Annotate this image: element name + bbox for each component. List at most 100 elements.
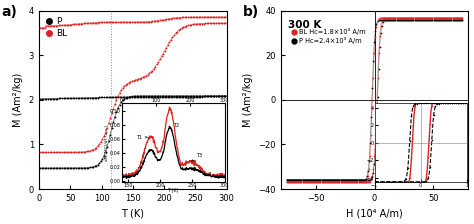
Point bbox=[165, 17, 173, 21]
Point bbox=[146, 94, 153, 98]
Point bbox=[384, 16, 392, 20]
Point bbox=[141, 94, 148, 98]
Point bbox=[350, 178, 358, 181]
Point bbox=[306, 178, 314, 181]
Point bbox=[456, 18, 464, 22]
Text: b): b) bbox=[243, 5, 259, 19]
Point bbox=[390, 18, 397, 22]
Point bbox=[293, 180, 301, 184]
Point bbox=[169, 94, 176, 98]
Point bbox=[311, 180, 319, 184]
Point bbox=[201, 22, 209, 25]
Point bbox=[338, 178, 346, 181]
Point bbox=[284, 180, 292, 184]
Point bbox=[421, 16, 429, 20]
Point bbox=[385, 18, 393, 22]
Point bbox=[220, 15, 228, 19]
Point bbox=[55, 166, 63, 170]
Point bbox=[97, 160, 105, 163]
Point bbox=[175, 94, 182, 98]
Point bbox=[327, 180, 335, 184]
Point bbox=[347, 178, 355, 181]
Point bbox=[303, 178, 310, 181]
X-axis label: T (K): T (K) bbox=[121, 209, 144, 218]
Point bbox=[148, 20, 156, 23]
Point bbox=[304, 180, 311, 184]
Point bbox=[96, 162, 103, 165]
Point bbox=[221, 94, 229, 98]
Point bbox=[176, 94, 184, 98]
Point bbox=[336, 180, 343, 184]
Point bbox=[394, 18, 401, 22]
Point bbox=[55, 24, 63, 27]
Point bbox=[375, 51, 383, 55]
Point bbox=[181, 95, 189, 98]
Point bbox=[306, 178, 314, 181]
Point bbox=[329, 180, 337, 184]
Point bbox=[441, 18, 449, 22]
Point bbox=[455, 18, 463, 22]
Point bbox=[421, 18, 429, 22]
Point bbox=[444, 16, 451, 20]
Point bbox=[315, 180, 322, 184]
Point bbox=[164, 94, 172, 98]
Point bbox=[391, 16, 398, 20]
Point bbox=[191, 95, 198, 98]
Point bbox=[161, 49, 168, 52]
Point bbox=[439, 16, 447, 20]
Point bbox=[342, 180, 350, 184]
Point bbox=[381, 16, 389, 20]
Point bbox=[346, 178, 354, 181]
Point bbox=[428, 18, 435, 22]
Point bbox=[399, 16, 407, 20]
Point bbox=[416, 16, 424, 20]
Point bbox=[50, 166, 58, 170]
Point bbox=[442, 18, 450, 22]
Point bbox=[156, 19, 164, 22]
Point bbox=[367, 178, 375, 181]
Point bbox=[285, 178, 292, 181]
Point bbox=[144, 95, 151, 99]
Point bbox=[91, 21, 99, 24]
Legend: BL Hc=1.8×10³ A/m, P Hc=2.4×10³ A/m: BL Hc=1.8×10³ A/m, P Hc=2.4×10³ A/m bbox=[290, 27, 367, 45]
Point bbox=[306, 180, 314, 184]
Point bbox=[438, 16, 446, 20]
Point bbox=[438, 18, 446, 22]
Point bbox=[386, 18, 394, 22]
Point bbox=[449, 18, 456, 22]
Point bbox=[130, 95, 137, 98]
Point bbox=[41, 166, 49, 170]
Point bbox=[192, 22, 200, 26]
Point bbox=[296, 180, 303, 184]
Point bbox=[178, 94, 186, 98]
Point bbox=[401, 16, 409, 20]
Point bbox=[357, 180, 365, 184]
Point bbox=[50, 151, 58, 154]
Point bbox=[410, 18, 418, 22]
Point bbox=[86, 96, 94, 99]
Point bbox=[217, 94, 225, 98]
Point bbox=[102, 20, 109, 24]
Point bbox=[428, 18, 435, 22]
Point bbox=[457, 18, 465, 22]
Point bbox=[418, 18, 426, 22]
Point bbox=[313, 180, 321, 184]
Point bbox=[69, 166, 77, 170]
Point bbox=[371, 40, 378, 44]
Point bbox=[321, 178, 328, 181]
Point bbox=[107, 20, 114, 24]
Point bbox=[305, 180, 313, 184]
Point bbox=[394, 16, 401, 20]
Point bbox=[158, 18, 165, 22]
Y-axis label: M (Am²/kg): M (Am²/kg) bbox=[243, 73, 253, 127]
Point bbox=[111, 95, 118, 99]
Point bbox=[384, 18, 392, 22]
Point bbox=[163, 94, 170, 98]
Point bbox=[290, 180, 298, 184]
Point bbox=[82, 96, 89, 100]
Point bbox=[215, 22, 223, 25]
Point bbox=[424, 16, 432, 20]
Point bbox=[212, 22, 220, 25]
Point bbox=[38, 97, 46, 101]
Point bbox=[109, 95, 117, 99]
